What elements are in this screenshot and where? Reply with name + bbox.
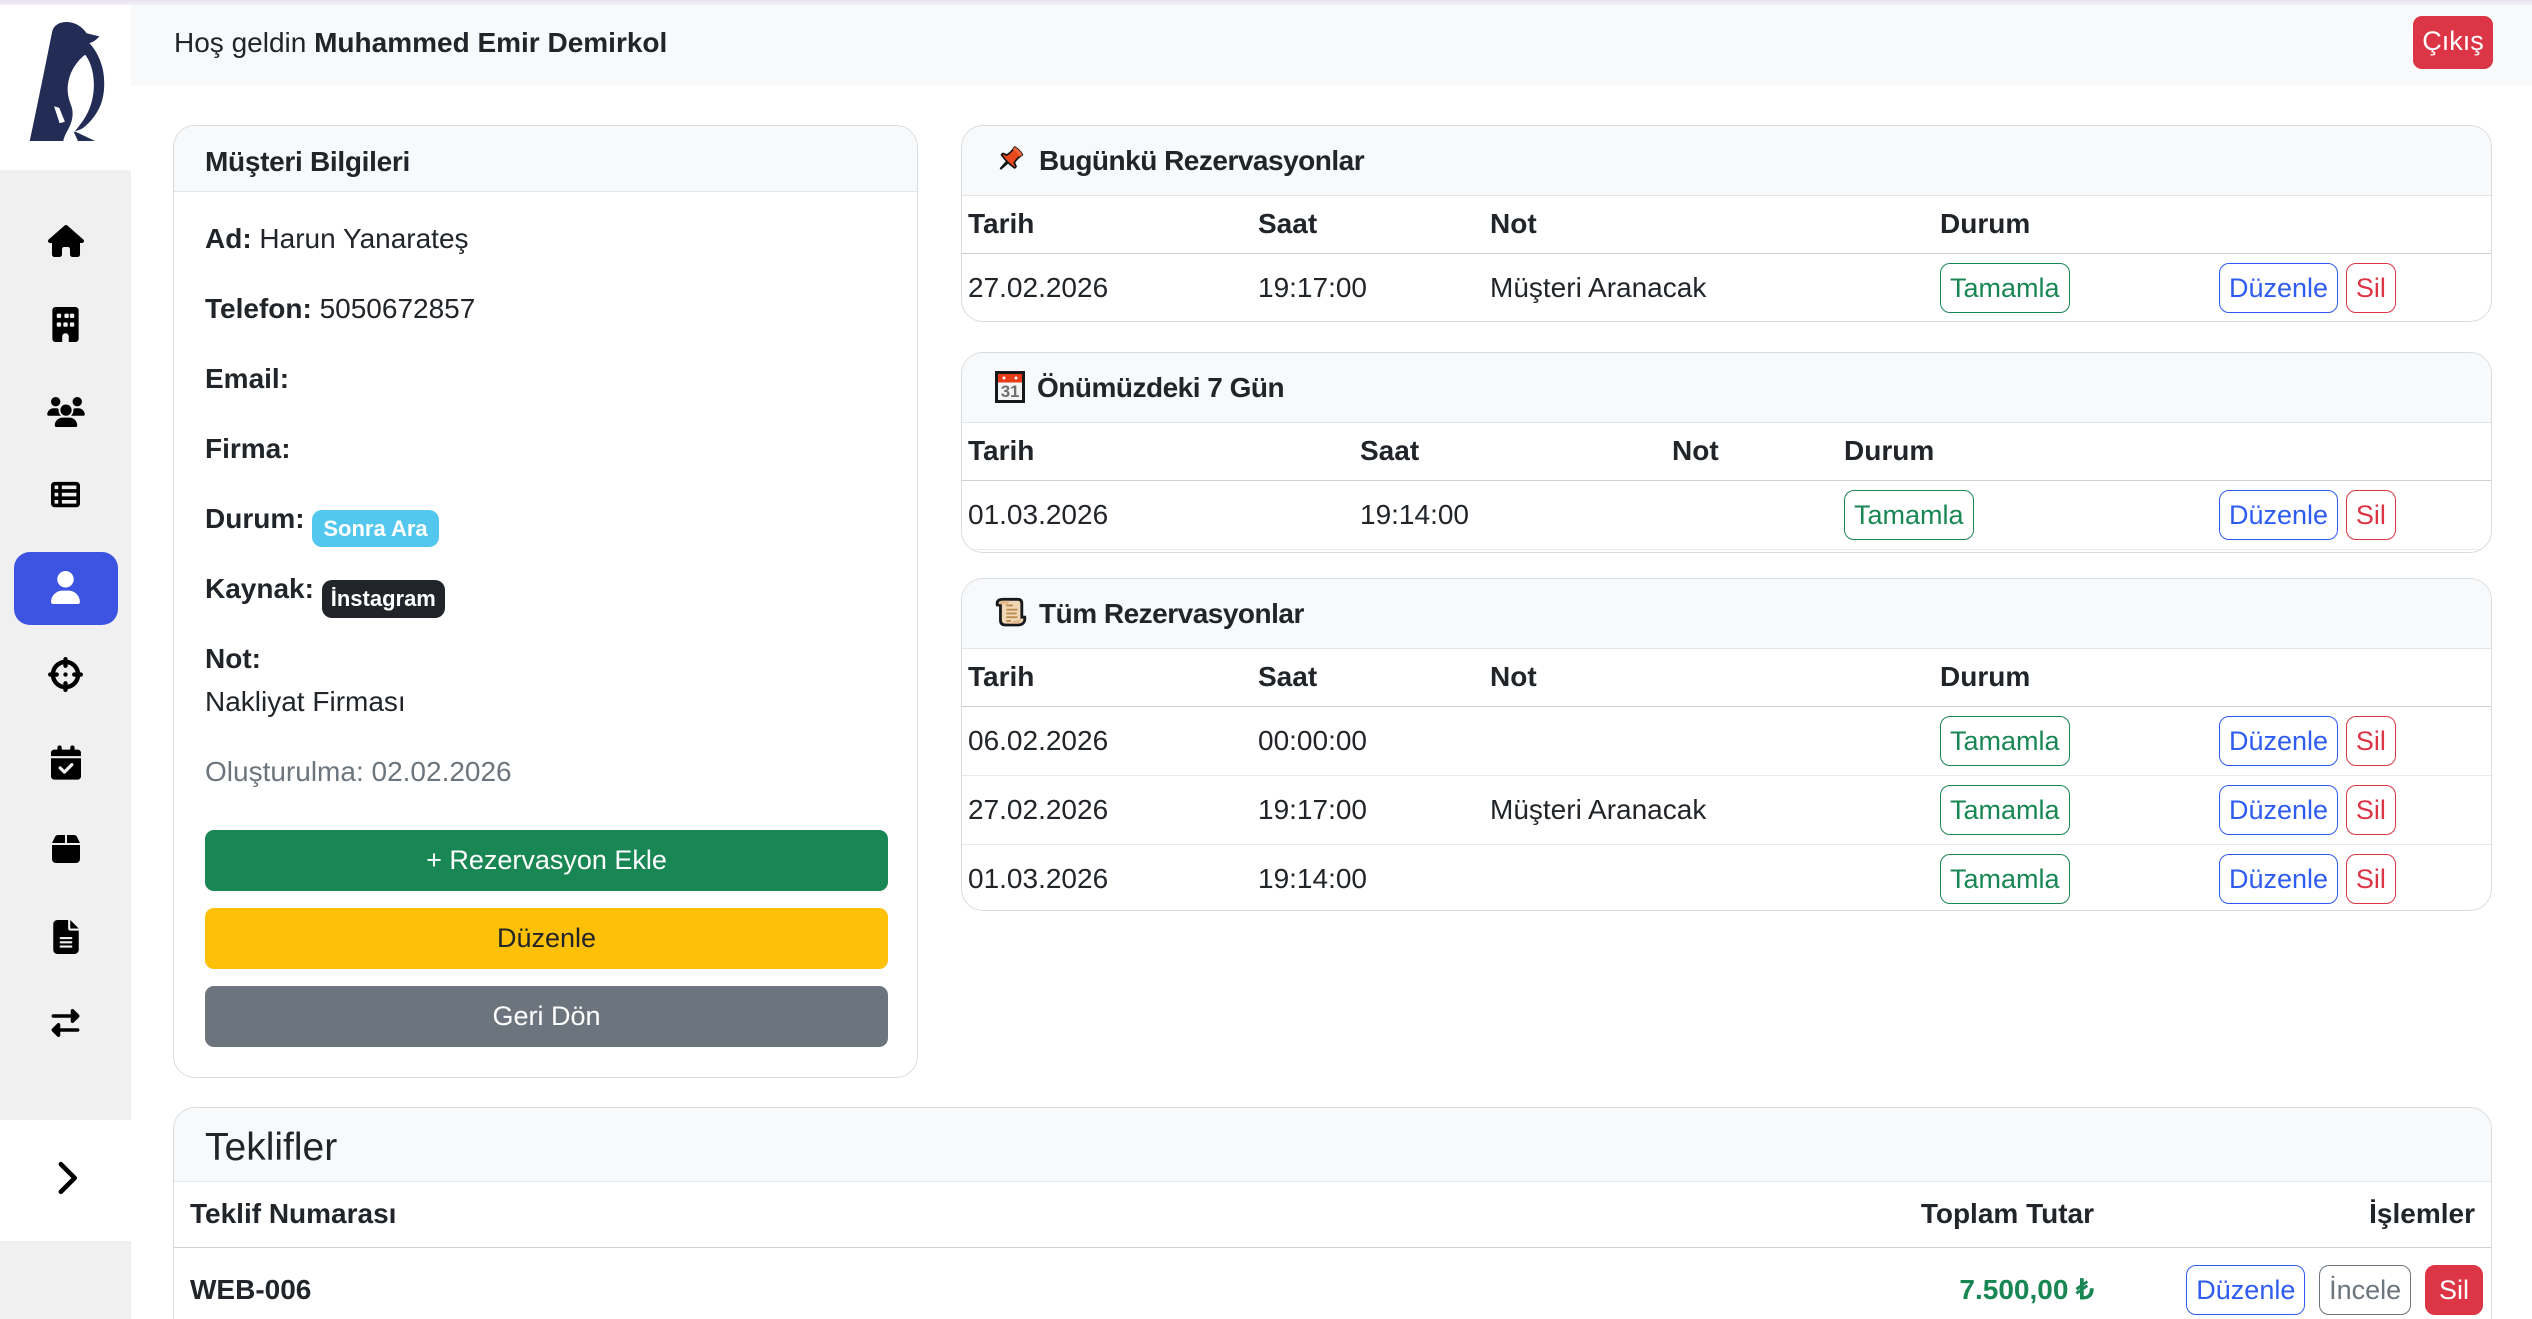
svg-text:31: 31 xyxy=(1001,382,1019,401)
